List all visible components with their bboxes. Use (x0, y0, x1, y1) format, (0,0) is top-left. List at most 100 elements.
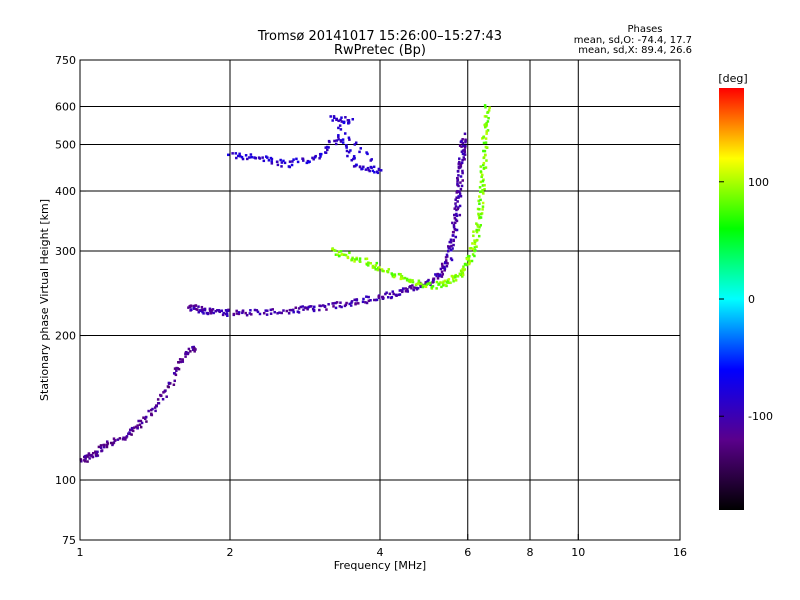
data-point (398, 289, 402, 292)
data-point (397, 293, 400, 297)
data-point (253, 308, 257, 312)
data-point (261, 156, 264, 159)
data-point (441, 266, 445, 270)
data-point (241, 311, 244, 315)
y-tick-label: 750 (55, 54, 76, 67)
data-point (458, 272, 462, 276)
data-point (416, 287, 420, 290)
data-point (458, 157, 461, 160)
data-point (332, 115, 336, 118)
stats-title: Phases (627, 24, 662, 35)
data-point (452, 223, 456, 227)
data-point (331, 119, 334, 122)
data-point (350, 258, 353, 262)
data-point (139, 425, 143, 429)
data-point (327, 139, 331, 143)
data-point (310, 305, 313, 308)
data-point (478, 202, 481, 206)
data-point (467, 258, 470, 262)
data-point (367, 261, 370, 264)
data-point (362, 165, 365, 169)
y-tick-label: 400 (55, 185, 76, 198)
data-point (365, 301, 369, 305)
data-point (462, 265, 465, 268)
data-point (410, 287, 413, 290)
data-point (325, 145, 329, 149)
data-point (475, 230, 479, 234)
data-point (340, 120, 343, 123)
data-point (137, 419, 140, 423)
data-point (157, 401, 161, 405)
data-point (145, 420, 148, 423)
data-point (341, 138, 345, 141)
data-point (237, 154, 240, 158)
data-point (461, 158, 464, 162)
data-point (475, 238, 479, 242)
data-point (159, 393, 162, 397)
data-point (484, 105, 487, 109)
data-point (462, 156, 466, 159)
data-point (191, 346, 194, 349)
data-point (461, 171, 464, 175)
data-point (455, 196, 458, 199)
data-point (353, 298, 356, 302)
data-point (279, 158, 282, 162)
data-point (477, 234, 481, 238)
data-point (288, 165, 292, 169)
data-point (419, 282, 423, 285)
data-point (488, 106, 491, 109)
data-point (324, 146, 327, 149)
data-point (452, 238, 455, 242)
grid-lines (80, 60, 680, 540)
data-point (382, 296, 385, 300)
data-point (465, 263, 468, 267)
data-point (487, 116, 490, 120)
data-point (226, 314, 229, 317)
data-point (220, 309, 224, 312)
data-point (210, 308, 213, 312)
data-point (340, 253, 344, 256)
data-point (297, 311, 301, 314)
data-point (445, 281, 449, 284)
data-point (365, 295, 368, 298)
data-point (99, 446, 103, 450)
data-point (456, 200, 459, 203)
data-point (128, 432, 132, 436)
data-point (445, 255, 449, 258)
data-point (235, 156, 238, 160)
data-point (222, 311, 225, 315)
data-point (97, 445, 101, 449)
data-point (369, 262, 373, 265)
data-point (181, 358, 184, 361)
data-point (485, 130, 488, 133)
data-point (234, 152, 238, 155)
data-point (345, 301, 348, 305)
data-point (342, 121, 346, 125)
y-tick-label: 300 (55, 245, 76, 258)
data-point (193, 346, 196, 350)
data-point (447, 245, 451, 249)
data-point (87, 453, 90, 457)
data-point (456, 182, 459, 186)
data-point (238, 152, 241, 156)
data-point (365, 257, 369, 261)
data-point (100, 449, 104, 452)
data-point (369, 299, 372, 302)
data-point (479, 212, 483, 216)
data-point (424, 281, 428, 284)
data-point (479, 198, 482, 202)
data-point (262, 159, 266, 163)
data-point (485, 115, 488, 118)
data-point (447, 278, 451, 281)
data-point (476, 207, 480, 211)
data-point (320, 152, 323, 156)
data-point (132, 426, 136, 429)
data-point (282, 309, 285, 312)
data-point (394, 293, 398, 297)
data-point (307, 305, 310, 309)
data-point (451, 247, 454, 250)
data-point (103, 443, 106, 447)
data-point (249, 153, 253, 156)
data-point (167, 385, 170, 389)
y-axis-label: Stationary phase Virtual Height [km] (38, 199, 51, 401)
